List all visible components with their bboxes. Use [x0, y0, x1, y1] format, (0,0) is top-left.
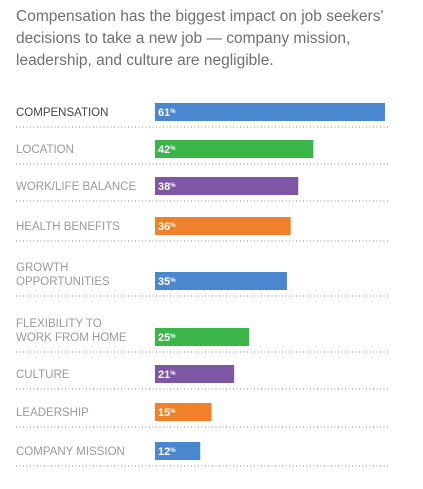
category-label: WORK/LIFE BALANCE — [16, 181, 136, 193]
bar-row: HEALTH BENEFITS 36% — [16, 217, 388, 242]
bar-row: WORK/LIFE BALANCE 38% — [16, 177, 388, 202]
category-label: COMPENSATION — [16, 107, 108, 119]
bar-row: CULTURE 21% — [16, 365, 388, 390]
bar — [155, 272, 287, 290]
bar — [155, 328, 250, 346]
category-label: COMPANY MISSION — [16, 446, 125, 458]
chart-headline: Compensation has the biggest impact on j… — [16, 6, 416, 72]
bar — [155, 403, 212, 421]
category-label: LEADERSHIP — [16, 407, 89, 419]
category-label: LOCATION — [16, 144, 74, 156]
headline-line-2: decisions to take a new job — company mi… — [16, 30, 351, 47]
bar — [155, 177, 299, 195]
category-label: GROWTH — [16, 262, 68, 274]
bar — [155, 442, 201, 460]
bar-row: LEADERSHIP 15% — [16, 403, 388, 428]
bar — [155, 140, 314, 158]
bar — [155, 365, 235, 383]
category-label: CULTURE — [16, 369, 70, 381]
category-label: OPPORTUNITIES — [16, 276, 110, 288]
category-label: WORK FROM HOME — [16, 332, 127, 344]
bar-row: LOCATION 42% — [16, 140, 388, 165]
bar-row: COMPENSATION 61% — [16, 103, 388, 128]
headline-line-1: Compensation has the biggest impact on j… — [16, 8, 384, 25]
category-label: HEALTH BENEFITS — [16, 221, 120, 233]
bar-row: COMPANY MISSION 12% — [16, 442, 388, 467]
bar — [155, 103, 385, 121]
headline-line-3: leadership, and culture are negligible. — [16, 52, 274, 69]
bar — [155, 217, 291, 235]
category-label: FLEXIBILITY TO — [16, 318, 102, 330]
